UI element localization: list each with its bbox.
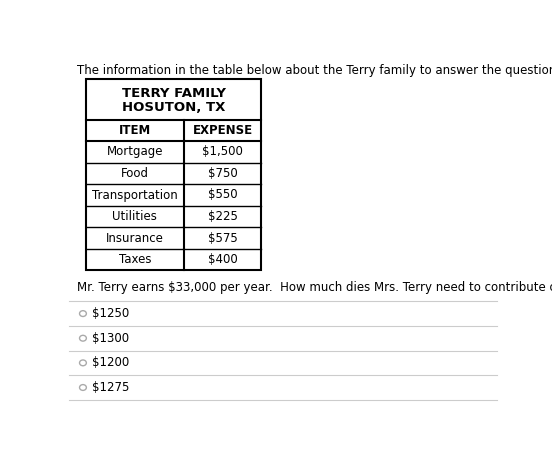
Text: $750: $750 [208, 167, 237, 180]
Text: $1300: $1300 [92, 332, 129, 345]
Text: $575: $575 [208, 232, 237, 244]
Text: $1200: $1200 [92, 356, 130, 369]
Text: Taxes: Taxes [119, 253, 151, 266]
Text: Insurance: Insurance [106, 232, 164, 244]
Text: Mr. Terry earns $33,000 per year.  How much dies Mrs. Terry need to contribute o: Mr. Terry earns $33,000 per year. How mu… [77, 281, 552, 294]
Text: Mortgage: Mortgage [107, 145, 163, 158]
Text: $550: $550 [208, 188, 237, 202]
Text: $400: $400 [208, 253, 237, 266]
Text: ITEM: ITEM [119, 124, 151, 137]
Text: $1,500: $1,500 [202, 145, 243, 158]
Text: Utilities: Utilities [113, 210, 157, 223]
Text: $1250: $1250 [92, 307, 130, 320]
Text: TERRY FAMILY: TERRY FAMILY [121, 87, 226, 100]
Text: The information in the table below about the Terry family to answer the question: The information in the table below about… [77, 64, 552, 77]
Text: $1275: $1275 [92, 381, 130, 394]
Text: EXPENSE: EXPENSE [193, 124, 252, 137]
Text: $225: $225 [208, 210, 237, 223]
Text: Food: Food [121, 167, 149, 180]
Text: HOSUTON, TX: HOSUTON, TX [122, 101, 225, 114]
Text: Transportation: Transportation [92, 188, 178, 202]
